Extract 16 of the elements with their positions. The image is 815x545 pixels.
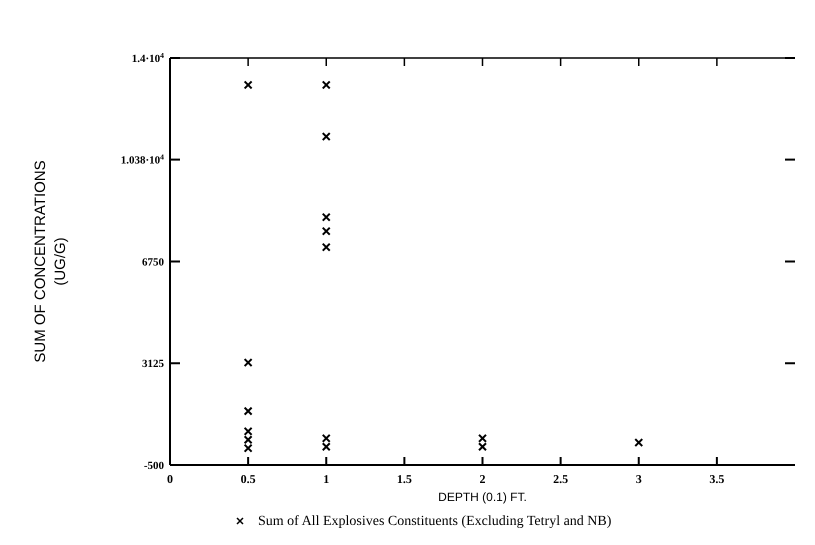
y-tick-label: 3125 [142, 358, 164, 370]
y-axis-title: SUM OF CONCENTRATIONS (UG/G) [32, 160, 69, 363]
x-tick-label: 0.5 [240, 472, 256, 486]
x-axis-title: DEPTH (0.1) FT. [438, 490, 527, 504]
x-tick-label: 1.5 [396, 472, 412, 486]
y-tick-label: 6750 [142, 256, 164, 268]
x-tick-label: 3 [636, 472, 642, 486]
x-tick-label: 2 [480, 472, 486, 486]
x-tick-label: 1 [323, 472, 330, 486]
x-tick-label: 3.5 [709, 472, 724, 486]
x-tick-label: 0 [167, 472, 173, 486]
y-tick-label: 1.4·10$^{4}$ [132, 50, 164, 65]
y-tick-label: -500 [144, 460, 164, 472]
x-tick-label: 2.5 [553, 472, 568, 486]
legend-label: Sum of All Explosives Constituents (Excluding Tetryl and NB) [258, 514, 612, 529]
y-tick-label: 1.038·10$^{4}$ [120, 152, 164, 166]
